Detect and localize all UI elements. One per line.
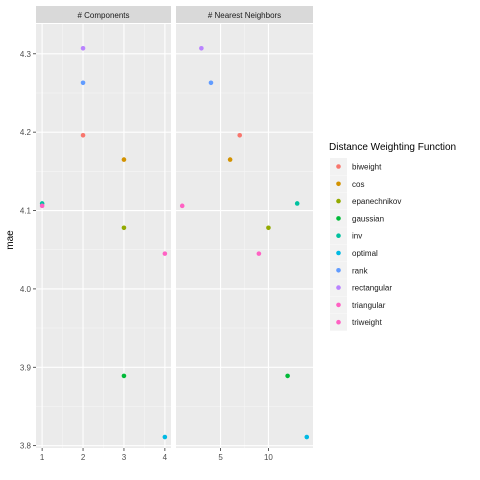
legend-swatch-triweight xyxy=(336,319,341,325)
facet-strip xyxy=(36,6,171,23)
legend-item-label: inv xyxy=(352,232,362,241)
x-tick-label: 3 xyxy=(122,453,127,462)
x-tick-label: 5 xyxy=(218,453,223,462)
y-tick-label: 4.0 xyxy=(20,285,32,294)
legend-swatch-inv xyxy=(336,233,341,238)
x-tick-label: 2 xyxy=(81,453,86,462)
y-tick-label: 4.2 xyxy=(20,128,32,137)
data-point-optimal xyxy=(162,434,168,440)
legend-swatch-biweight xyxy=(336,164,341,169)
data-point-rank xyxy=(208,80,214,86)
data-point-rectangular xyxy=(199,45,204,51)
y-tick-label: 3.8 xyxy=(20,442,32,451)
legend-item-label: optimal xyxy=(352,249,378,258)
x-tick-label: 4 xyxy=(163,453,168,462)
data-point-rectangular xyxy=(80,45,86,51)
legend-swatch-rank xyxy=(336,268,341,273)
data-point-gaussian xyxy=(285,373,290,379)
data-point-triweight xyxy=(39,203,45,209)
legend-swatch-optimal xyxy=(336,250,341,256)
data-point-biweight xyxy=(237,132,243,138)
data-point-triweight xyxy=(179,203,185,209)
data-point-rank xyxy=(80,80,86,86)
legend-title: Distance Weighting Function xyxy=(329,142,456,153)
legend-item-label: cos xyxy=(352,180,364,189)
legend-swatch-gaussian xyxy=(336,216,341,221)
legend-item-label: rank xyxy=(352,266,369,275)
legend-item-label: epanechnikov xyxy=(352,197,401,206)
legend-item-label: triweight xyxy=(352,318,383,327)
y-axis-title: mae xyxy=(5,230,16,250)
facet-strip-label: # Components xyxy=(77,11,129,20)
x-tick-label: 1 xyxy=(40,453,45,462)
data-point-triangular xyxy=(256,251,262,256)
data-point-optimal xyxy=(304,434,310,440)
legend-swatch-cos xyxy=(336,181,341,187)
y-tick-label: 4.1 xyxy=(20,207,32,216)
data-point-cos xyxy=(121,157,127,162)
x-tick-label: 10 xyxy=(264,453,273,462)
facet-strip xyxy=(176,6,313,23)
y-tick-label: 3.9 xyxy=(20,363,32,372)
data-point-triangular xyxy=(162,251,168,256)
data-point-biweight xyxy=(80,132,86,138)
legend-swatch-epanechnikov xyxy=(336,198,341,204)
legend-swatch-triangular xyxy=(336,302,341,308)
data-point-epanechnikov xyxy=(266,225,271,231)
legend-item-label: rectangular xyxy=(352,284,392,293)
data-point-gaussian xyxy=(121,373,127,379)
legend-item-label: biweight xyxy=(352,163,382,172)
y-tick-label: 4.3 xyxy=(20,50,32,59)
legend-item-label: gaussian xyxy=(352,214,384,223)
legend-item-label: triangular xyxy=(352,301,386,310)
legend-swatch-rectangular xyxy=(336,285,341,290)
data-point-cos xyxy=(227,157,233,162)
data-point-inv xyxy=(294,201,300,206)
data-point-epanechnikov xyxy=(121,225,127,231)
facet-strip-label: # Nearest Neighbors xyxy=(208,11,281,20)
